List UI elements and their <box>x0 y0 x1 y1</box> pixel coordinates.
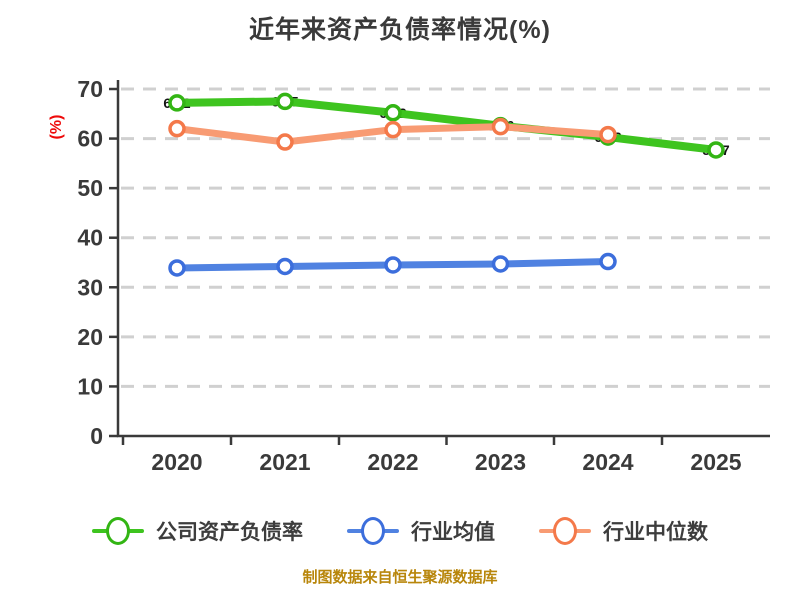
axes: 0 10 20 30 40 50 60 70 2020 2021 2022 2023 2024 2025 <box>77 76 770 475</box>
y-tick-label: 20 <box>77 324 103 350</box>
chart-legend: 公司资产负债率 行业均值 行业中位数 <box>0 516 800 546</box>
series-1 <box>168 252 617 277</box>
x-tick-label: 2023 <box>475 449 526 475</box>
chart-title: 近年来资产负债率情况(%) <box>249 16 551 44</box>
legend-marker-orange-icon <box>539 516 591 546</box>
legend-label: 公司资产负债率 <box>156 521 303 544</box>
y-axis-unit-label: (%) <box>48 114 65 140</box>
legend-item-company-debt-ratio[interactable]: 公司资产负债率 <box>92 516 303 546</box>
gridlines <box>121 87 770 388</box>
x-tick-label: 2021 <box>259 449 310 475</box>
y-tick-label: 30 <box>77 274 103 300</box>
legend-item-industry-median[interactable]: 行业中位数 <box>539 516 708 546</box>
y-tick-label: 10 <box>77 373 103 399</box>
x-tick-label: 2022 <box>367 449 418 475</box>
series-2 <box>168 117 617 151</box>
legend-marker-green-icon <box>92 516 144 546</box>
legend-label: 行业均值 <box>411 521 495 544</box>
y-tick-label: 70 <box>77 76 103 102</box>
x-tick-label: 2025 <box>690 449 741 475</box>
data-source-note: 制图数据来自恒生聚源数据库 <box>302 569 498 586</box>
y-tick-label: 0 <box>90 423 103 449</box>
x-tick-label: 2020 <box>151 449 202 475</box>
legend-item-industry-average[interactable]: 行业均值 <box>347 516 495 546</box>
legend-label: 行业中位数 <box>603 521 708 544</box>
x-tick-label: 2024 <box>582 449 633 475</box>
legend-marker-blue-icon <box>347 516 399 546</box>
y-tick-label: 50 <box>77 175 103 201</box>
y-tick-label: 60 <box>77 126 103 152</box>
y-tick-label: 40 <box>77 225 103 251</box>
